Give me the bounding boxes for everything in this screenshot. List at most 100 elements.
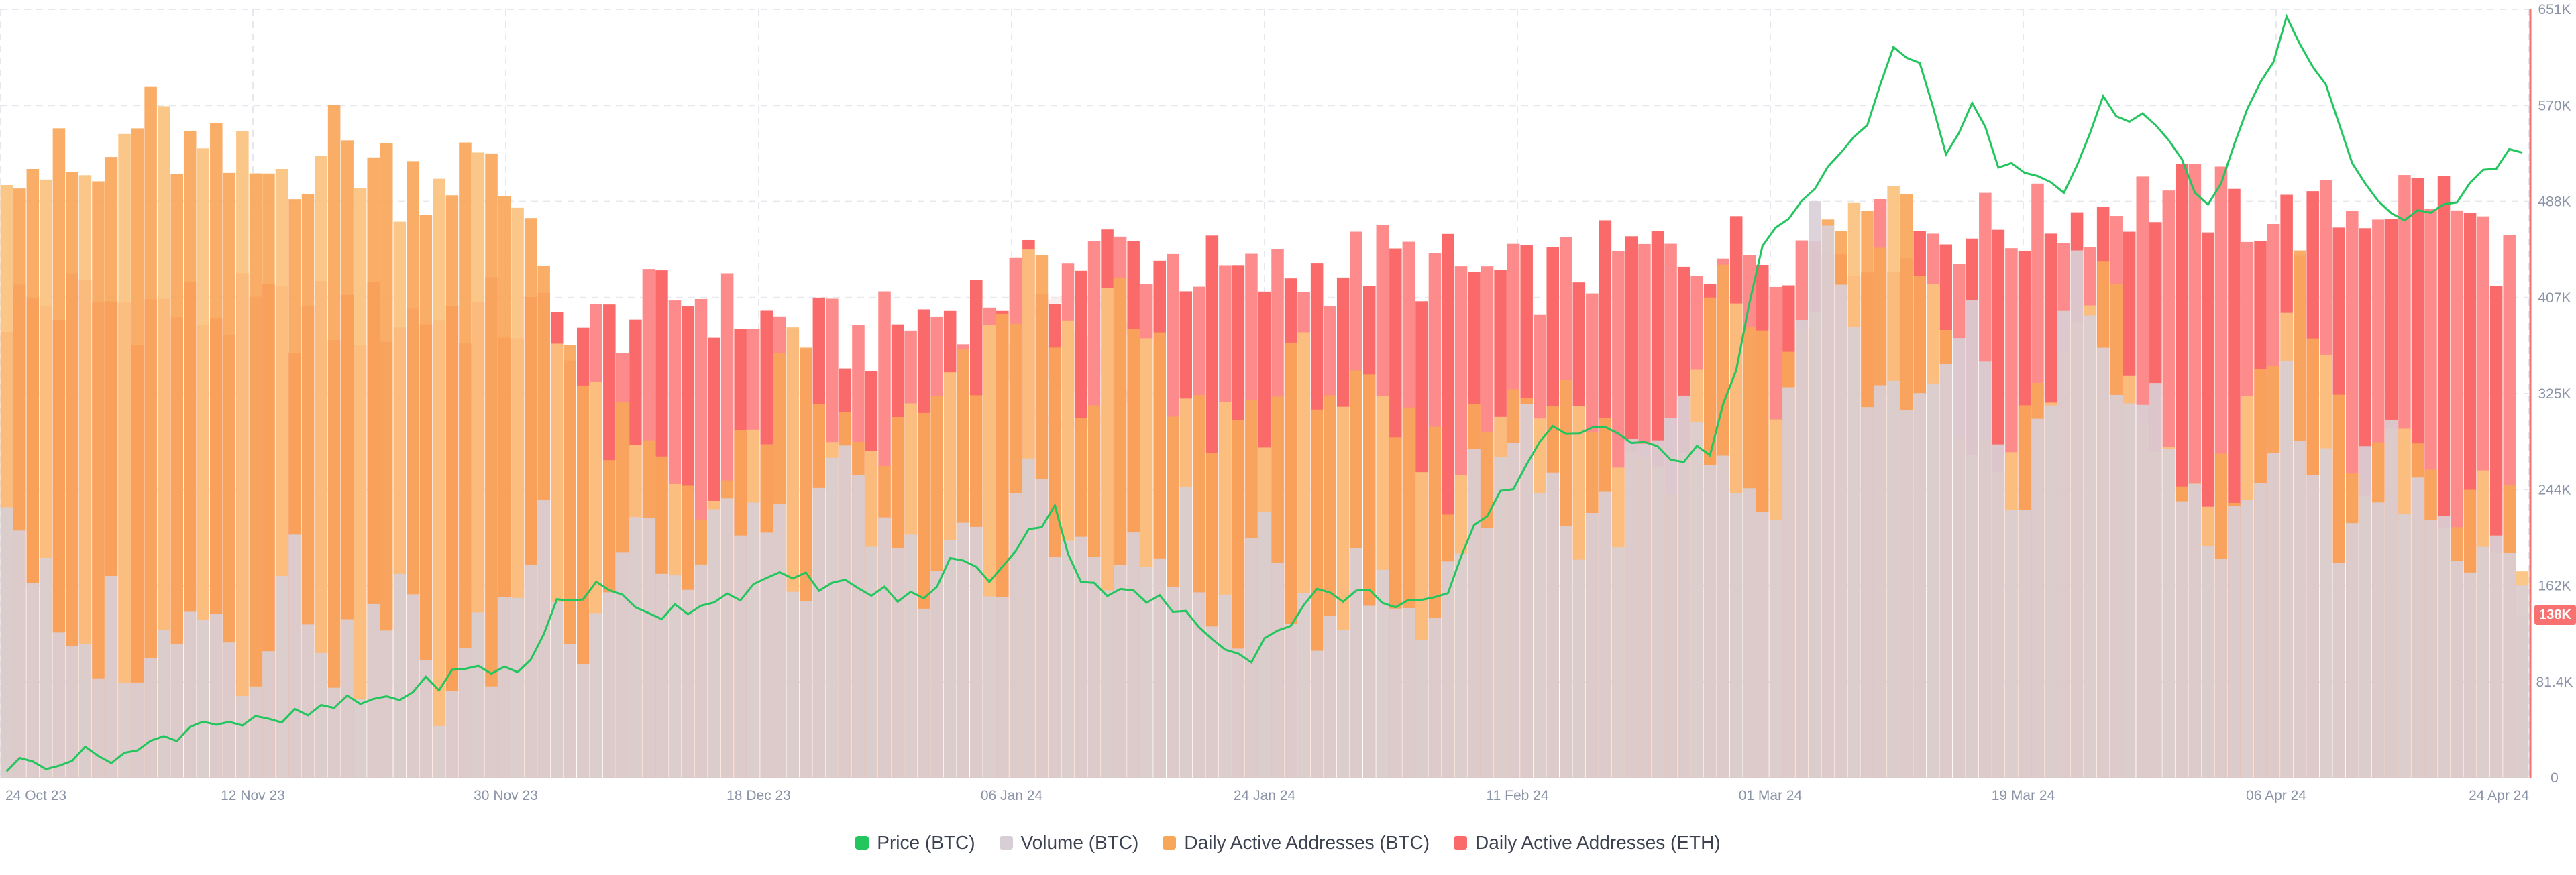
volume-bar <box>1009 493 1022 778</box>
btc-address-bar <box>315 156 327 778</box>
btc-address-bar <box>419 215 433 778</box>
volume-bar <box>2385 419 2398 778</box>
volume-bar <box>1861 407 1874 778</box>
volume-bar <box>511 597 524 778</box>
volume-bar <box>1520 404 1533 778</box>
legend-item-3[interactable]: Daily Active Addresses (ETH) <box>1454 832 1721 854</box>
volume-bar <box>2136 404 2149 778</box>
volume-bar <box>2306 475 2319 778</box>
volume-bar <box>629 517 642 778</box>
volume-bar <box>2084 315 2096 778</box>
volume-bar <box>708 509 720 778</box>
btc-address-bar <box>92 181 105 778</box>
btc-address-bar <box>327 105 341 778</box>
volume-bar <box>2162 449 2176 778</box>
volume-bar <box>301 624 315 778</box>
volume-bar <box>1821 225 1835 778</box>
legend-item-2[interactable]: Daily Active Addresses (BTC) <box>1163 832 1430 854</box>
volume-bar <box>1127 532 1140 778</box>
volume-bar <box>40 558 52 778</box>
volume-bar <box>472 612 485 778</box>
btc-address-bar <box>144 86 157 778</box>
y-axis-right: 0 81.4K 162K 244K 325K 407K 488K 570K 651K <box>2529 2 2573 786</box>
volume-bar <box>904 534 917 778</box>
volume-bar <box>275 576 288 778</box>
btc-address-bar <box>433 178 445 778</box>
btc-address-bar <box>157 106 170 778</box>
btc-address-bar <box>249 173 262 778</box>
volume-bar <box>78 644 92 778</box>
legend-item-1[interactable]: Volume (BTC) <box>999 832 1139 854</box>
volume-bar <box>1336 630 1350 778</box>
volume-bar <box>1140 567 1153 778</box>
volume-bar <box>2477 546 2489 778</box>
volume-bar <box>590 613 603 778</box>
volume-bar <box>341 619 354 778</box>
volume-bar <box>223 642 236 778</box>
volume-bar <box>459 648 472 778</box>
volume-bar <box>380 630 393 778</box>
x-tick-label: 24 Jan 24 <box>1234 788 1296 803</box>
volume-bar <box>2516 585 2529 778</box>
volume-bar <box>2110 394 2123 778</box>
volume-bar <box>157 630 170 778</box>
volume-bar <box>943 540 957 778</box>
volume-bar <box>1271 563 1284 778</box>
volume-bar <box>170 643 183 778</box>
btc-address-bar <box>341 140 354 778</box>
volume-bar <box>694 564 708 778</box>
volume-bar <box>183 611 197 778</box>
volume-bar <box>1481 528 1494 778</box>
volume-bar <box>1114 565 1127 778</box>
x-tick-label: 24 Oct 23 <box>5 788 66 803</box>
volume-bar <box>2346 523 2359 778</box>
volume-bar <box>1638 443 1651 778</box>
volume-bar <box>1717 455 1729 778</box>
volume-bar <box>1153 558 1166 778</box>
volume-bar <box>2398 514 2411 778</box>
volume-bar <box>720 498 734 778</box>
volume-bar <box>760 532 773 778</box>
y-tick-label: 162K <box>2538 579 2571 594</box>
volume-bar <box>616 552 629 778</box>
volume-bar <box>852 475 865 778</box>
volume-bar <box>2411 477 2424 778</box>
volume-bar <box>1087 557 1101 778</box>
legend-label: Price (BTC) <box>877 832 975 853</box>
volume-bar <box>2241 500 2254 778</box>
volume-bar <box>1350 548 1363 778</box>
btc-address-bar <box>131 128 144 778</box>
volume-bar <box>1179 487 1193 778</box>
legend-item-0[interactable]: Price (BTC) <box>855 832 975 854</box>
y-tick-label: 651K <box>2538 2 2571 17</box>
volume-bar <box>2005 510 2018 778</box>
volume-bar <box>2267 453 2280 778</box>
volume-bar <box>1847 327 1861 778</box>
volume-bar <box>1887 380 1900 778</box>
volume-bar <box>1729 493 1743 778</box>
legend-label: Daily Active Addresses (ETH) <box>1475 832 1721 853</box>
volume-bar <box>537 500 550 778</box>
volume-bar <box>288 534 301 778</box>
volume-bar <box>433 725 445 778</box>
price-line <box>5 13 2523 772</box>
volume-bar <box>1219 594 1232 778</box>
volume-bar <box>812 487 826 778</box>
volume-bar <box>1703 465 1717 778</box>
volume-bar <box>983 596 996 778</box>
x-tick-label: 06 Jan 24 <box>981 788 1043 803</box>
volume-bar <box>1795 320 1809 778</box>
volume-bar <box>419 660 433 778</box>
legend-label: Volume (BTC) <box>1020 832 1139 853</box>
volume-bar <box>917 608 930 778</box>
volume-bar <box>747 502 760 778</box>
volume-bar <box>2451 561 2463 778</box>
volume-bar <box>734 535 747 778</box>
volume-bar <box>105 575 118 778</box>
volume-bar <box>1442 561 1454 778</box>
volume-bar <box>144 657 157 778</box>
btc-address-bar <box>223 172 236 778</box>
volume-bar <box>2149 383 2162 778</box>
volume-bar <box>1900 410 1913 778</box>
